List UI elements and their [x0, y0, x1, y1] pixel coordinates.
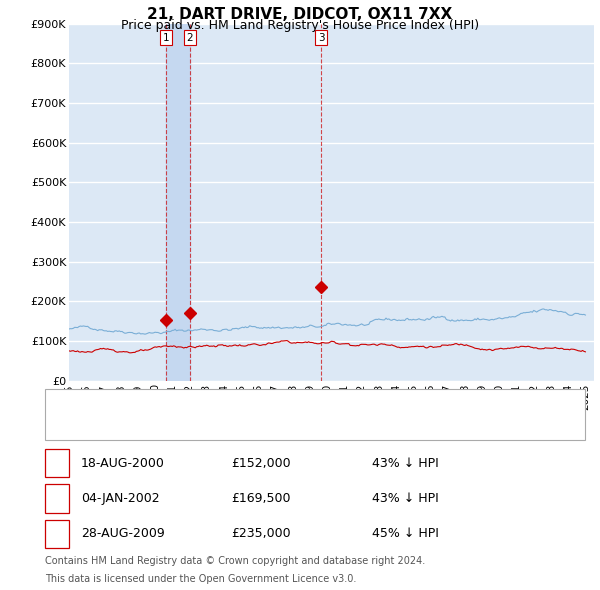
Text: 3: 3 — [53, 527, 61, 540]
Text: This data is licensed under the Open Government Licence v3.0.: This data is licensed under the Open Gov… — [45, 574, 356, 584]
Text: 18-AUG-2000: 18-AUG-2000 — [81, 457, 165, 470]
Text: £235,000: £235,000 — [231, 527, 290, 540]
Text: 21, DART DRIVE, DIDCOT, OX11 7XX: 21, DART DRIVE, DIDCOT, OX11 7XX — [148, 7, 452, 22]
Text: 1: 1 — [53, 457, 61, 470]
Text: 28-AUG-2009: 28-AUG-2009 — [81, 527, 165, 540]
Text: 04-JAN-2002: 04-JAN-2002 — [81, 492, 160, 505]
Text: £169,500: £169,500 — [231, 492, 290, 505]
Text: 1: 1 — [163, 32, 169, 42]
Text: HPI: Average price, detached house, South Oxfordshire: HPI: Average price, detached house, Sout… — [96, 421, 403, 431]
Bar — [166, 24, 190, 381]
Text: 43% ↓ HPI: 43% ↓ HPI — [372, 492, 439, 505]
Text: 2: 2 — [53, 492, 61, 505]
Text: 2: 2 — [187, 32, 193, 42]
Text: 43% ↓ HPI: 43% ↓ HPI — [372, 457, 439, 470]
Text: £152,000: £152,000 — [231, 457, 290, 470]
Text: Contains HM Land Registry data © Crown copyright and database right 2024.: Contains HM Land Registry data © Crown c… — [45, 556, 425, 566]
Text: 45% ↓ HPI: 45% ↓ HPI — [372, 527, 439, 540]
Text: 3: 3 — [318, 32, 325, 42]
Text: 21, DART DRIVE, DIDCOT, OX11 7XX (detached house): 21, DART DRIVE, DIDCOT, OX11 7XX (detach… — [96, 398, 399, 408]
Text: Price paid vs. HM Land Registry's House Price Index (HPI): Price paid vs. HM Land Registry's House … — [121, 19, 479, 32]
